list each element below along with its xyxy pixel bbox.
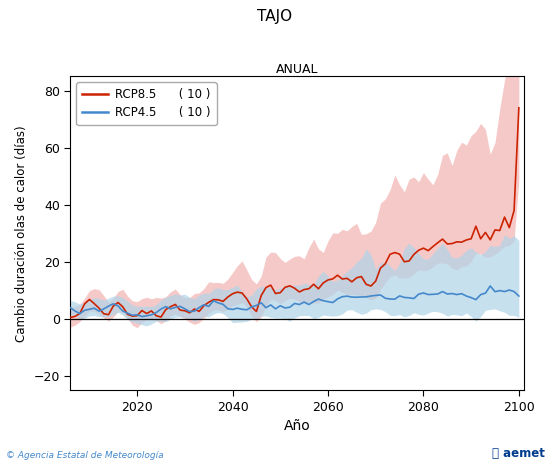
Y-axis label: Cambio duración olas de calor (días): Cambio duración olas de calor (días) <box>15 125 28 341</box>
Text: © Agencia Estatal de Meteorología: © Agencia Estatal de Meteorología <box>6 451 163 460</box>
Text: 🐦 aemet: 🐦 aemet <box>492 447 544 460</box>
Legend: RCP8.5      ( 10 ), RCP4.5      ( 10 ): RCP8.5 ( 10 ), RCP4.5 ( 10 ) <box>76 82 217 125</box>
Title: ANUAL: ANUAL <box>276 63 318 77</box>
Text: TAJO: TAJO <box>257 9 293 24</box>
X-axis label: Año: Año <box>284 419 310 433</box>
